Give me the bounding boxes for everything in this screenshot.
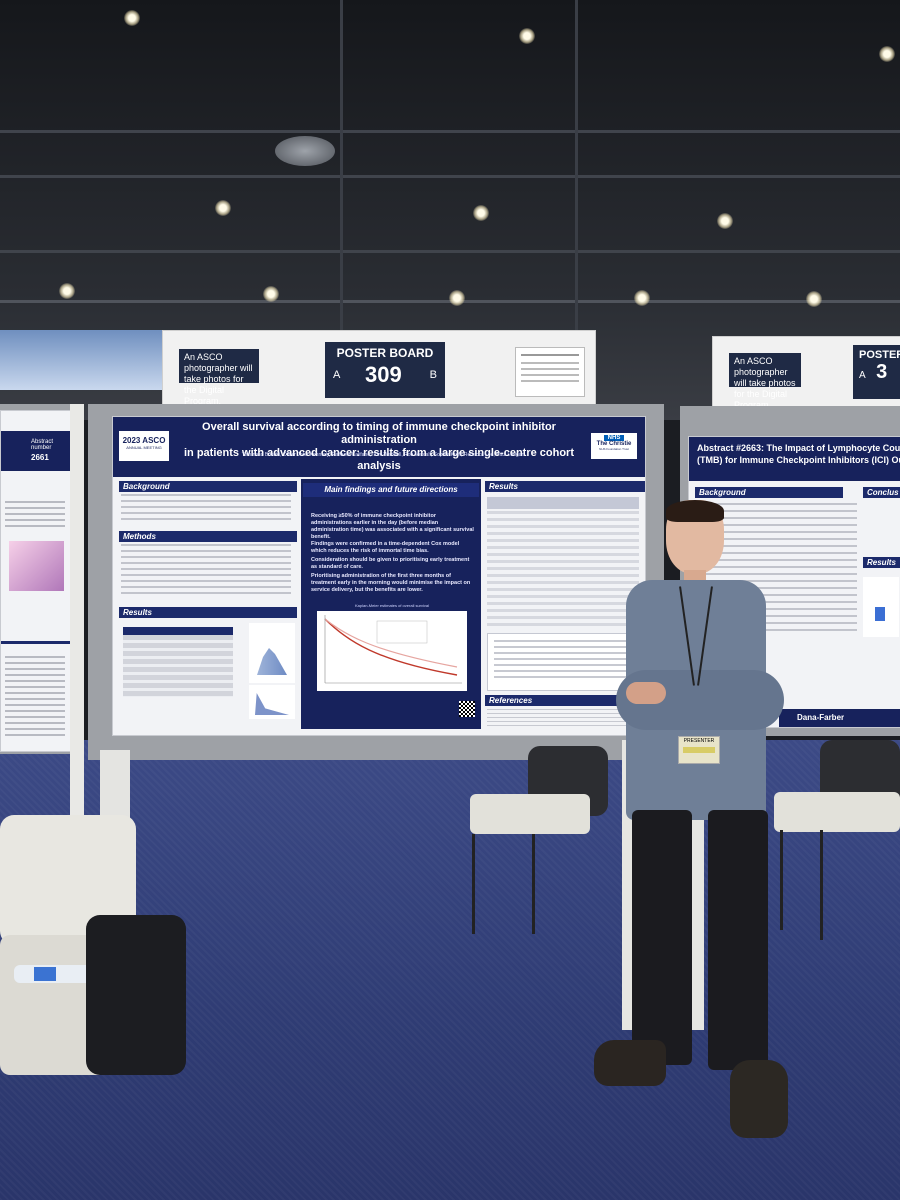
- finding-4: Prioritising administration of the first…: [311, 573, 471, 593]
- section-results-left: Results: [119, 607, 297, 618]
- asco-logo: 2023 ASCO ANNUAL MEETING: [119, 431, 169, 461]
- board-number: 3: [876, 361, 888, 383]
- ceiling-light: [879, 46, 895, 62]
- side-a-label: A: [859, 370, 866, 381]
- chair-center: [464, 746, 614, 946]
- ceiling-light: [124, 10, 140, 26]
- section-main-findings: Main findings and future directions: [303, 483, 479, 497]
- abstract-number: 2661: [31, 453, 49, 462]
- poster-title-bar: 2023 ASCO ANNUAL MEETING Overall surviva…: [113, 417, 645, 477]
- finding-3: Consideration should be given to priorit…: [311, 557, 470, 570]
- left-poster: Abstract number 2661: [0, 410, 72, 752]
- references-text: [487, 709, 637, 729]
- cycles-chart: [249, 685, 295, 719]
- left-poster-text: [5, 656, 65, 736]
- section-background: Background: [695, 487, 843, 498]
- finding-1: Receiving ≥50% of immune checkpoint inhi…: [311, 513, 474, 540]
- ceiling-light: [449, 290, 465, 306]
- backpack: [86, 915, 186, 1075]
- histogram-chart: [249, 623, 295, 683]
- window-glow: [0, 330, 170, 390]
- ceiling-vent: [275, 136, 335, 166]
- ceiling-light: [717, 213, 733, 229]
- photographer-notice: An ASCO photographer will take photos fo…: [729, 353, 801, 410]
- section-results-right: Results: [485, 481, 645, 492]
- finding-2: Findings were confirmed in a time-depend…: [311, 541, 460, 554]
- chair-left: [0, 815, 186, 1085]
- ceiling-column: [340, 0, 343, 330]
- trouser-leg: [708, 810, 768, 1070]
- shoe: [594, 1040, 666, 1086]
- ceiling-truss: [0, 250, 900, 253]
- left-poster-text: [5, 501, 65, 531]
- chair-right: [770, 740, 900, 940]
- instruction-sheet: [515, 347, 585, 397]
- christie-logo: NHS The Christie NHS Foundation Trust: [591, 433, 637, 459]
- left-poster-divider: [1, 641, 71, 644]
- shoe: [730, 1060, 788, 1138]
- ceiling-truss: [0, 130, 900, 133]
- section-results: Results: [863, 557, 900, 568]
- ceiling-light: [59, 283, 75, 299]
- km-chart: [317, 611, 467, 691]
- ceiling-truss: [0, 175, 900, 178]
- hand: [626, 682, 666, 704]
- board-number: 309: [365, 362, 402, 387]
- subgroup-box: [487, 633, 641, 691]
- poster-title: Overall survival according to timing of …: [184, 421, 574, 472]
- qr-code[interactable]: [459, 701, 475, 717]
- trouser-leg: [632, 810, 692, 1065]
- methods-text: [121, 544, 291, 598]
- section-methods: Methods: [119, 531, 297, 542]
- background-text: [121, 494, 291, 524]
- right-poster-chart: [863, 577, 899, 637]
- photographer-notice: An ASCO photographer will take photos fo…: [179, 349, 259, 406]
- ceiling-light: [215, 200, 231, 216]
- abstract-label: Abstract number: [31, 439, 54, 451]
- results-table: [487, 497, 639, 627]
- left-poster-chart: [9, 541, 64, 591]
- head: [666, 500, 724, 574]
- poster-board-header: An ASCO photographer will take photos fo…: [162, 330, 596, 408]
- section-background: Background: [119, 481, 297, 492]
- ceiling-column: [575, 0, 578, 330]
- ceiling-light: [263, 286, 279, 302]
- km-curves: [324, 615, 462, 684]
- km-chart-title: Kaplan-Meier estimates of overall surviv…: [354, 603, 430, 608]
- section-conclusion: Conclus: [863, 487, 900, 498]
- ceiling-light: [473, 205, 489, 221]
- section-references: References: [485, 695, 645, 706]
- left-poster-header: Abstract number 2661: [1, 431, 71, 471]
- poster-board-number-box: POSTER A 3: [853, 345, 900, 399]
- poster-authors: Tommaso Bosetti, Oliver John Kennedy, Ra…: [241, 452, 525, 458]
- poster-board-number-box: POSTER BOARD A 309 B: [325, 342, 445, 398]
- main-poster: 2023 ASCO ANNUAL MEETING Overall surviva…: [112, 416, 646, 736]
- name-badge: PRESENTER: [678, 736, 720, 764]
- poster-board-label: POSTER BOARD: [336, 346, 434, 360]
- water-bottle: [14, 965, 94, 983]
- side-a-label: A: [333, 369, 341, 381]
- right-poster-title-bar: Abstract #2663: The Impact of Lymphocyte…: [689, 437, 900, 481]
- wall-post: [70, 404, 84, 834]
- demographics-table: [123, 627, 233, 697]
- ceiling-light: [634, 290, 650, 306]
- ceiling-light: [806, 291, 822, 307]
- presenter-person: PRESENTER: [590, 500, 800, 1150]
- side-b-label: B: [429, 369, 437, 381]
- poster-board-label: POSTER: [859, 349, 900, 361]
- poster-board-header-right: An ASCO photographer will take photos fo…: [712, 336, 900, 410]
- ceiling-light: [519, 28, 535, 44]
- dana-farber-logo: Dana-Farber: [779, 709, 900, 727]
